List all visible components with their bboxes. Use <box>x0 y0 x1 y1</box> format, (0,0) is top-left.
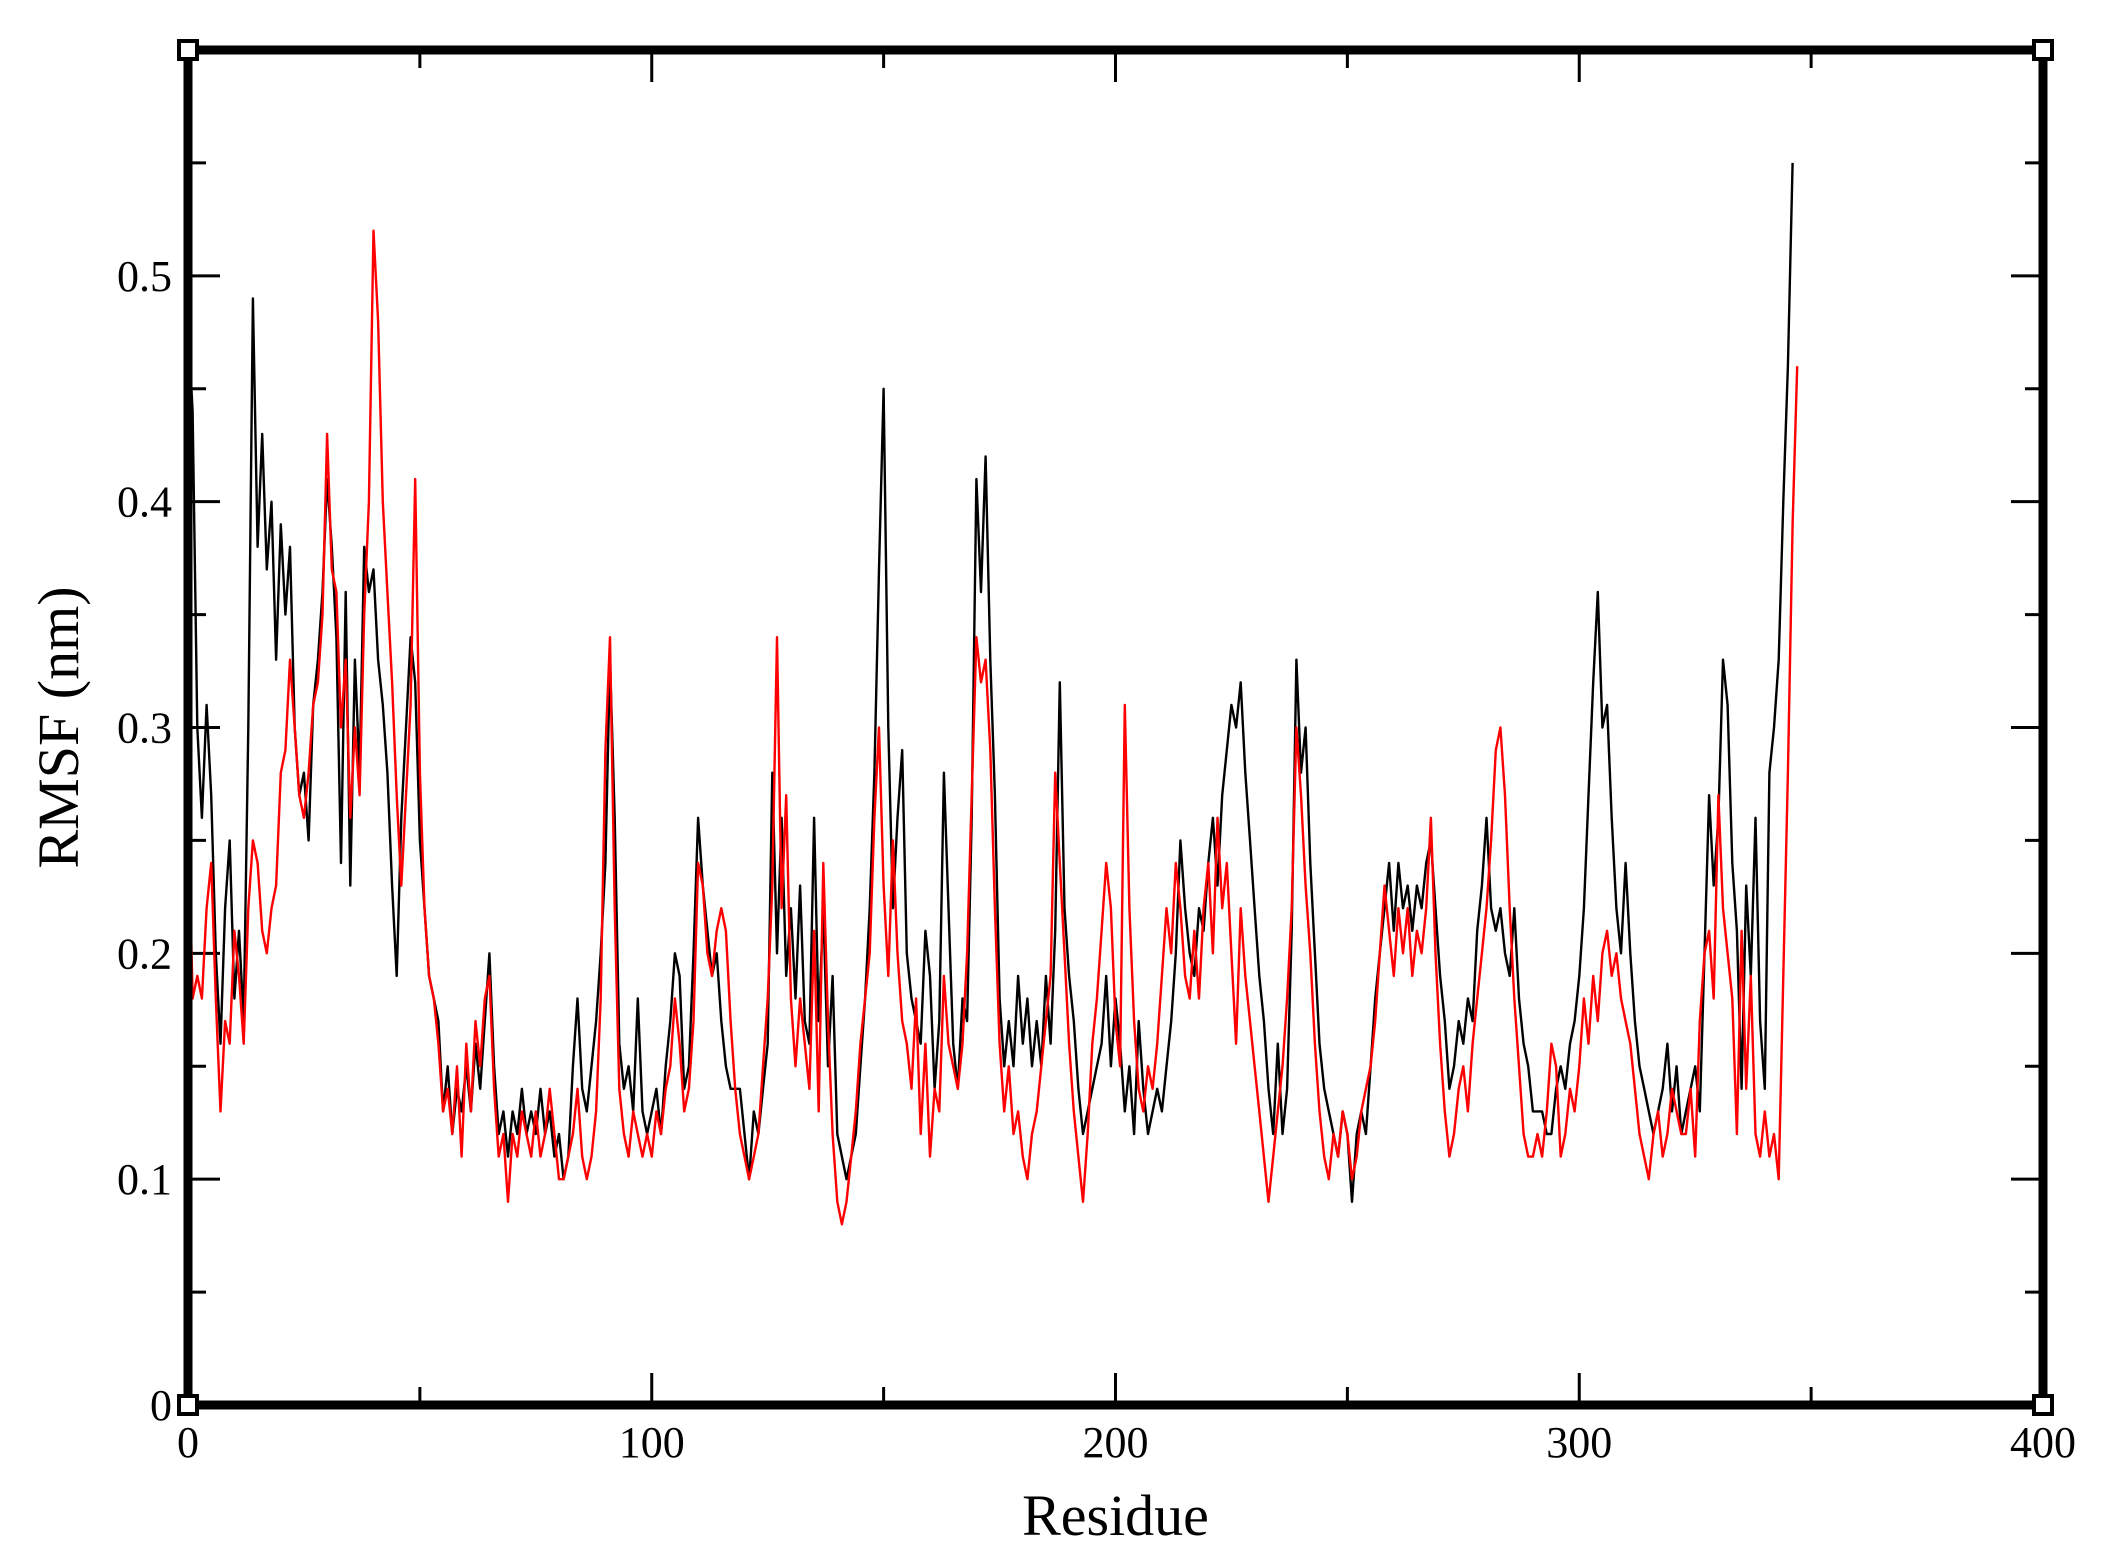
y-tick-label: 0 <box>150 1381 172 1430</box>
y-tick-label: 0.5 <box>117 252 172 301</box>
x-tick-label: 300 <box>1546 1418 1612 1467</box>
tick-labels: 0 100 200 300 400 0 0.1 0.2 0.3 0.4 0.5 <box>117 252 2076 1467</box>
y-tick-label: 0.4 <box>117 478 172 527</box>
x-tick-label: 100 <box>619 1418 685 1467</box>
x-tick-label: 0 <box>177 1418 199 1467</box>
series-line-2 <box>186 229 1799 1226</box>
series-layer <box>186 162 1799 1226</box>
y-axis-title: RMSF (nm) <box>26 586 91 868</box>
corner-markers <box>177 39 2054 1416</box>
corner-marker <box>177 39 199 61</box>
x-tick-label: 400 <box>2010 1418 2076 1467</box>
x-tick-label: 200 <box>1083 1418 1149 1467</box>
x-axis-title: Residue <box>1022 1483 1209 1548</box>
corner-marker <box>2032 39 2054 61</box>
y-tick-label: 0.3 <box>117 704 172 753</box>
y-tick-label: 0.1 <box>117 1155 172 1204</box>
plot-frame <box>183 45 2048 1410</box>
corner-marker <box>2032 1394 2054 1416</box>
corner-marker <box>177 1394 199 1416</box>
y-tick-label: 0.2 <box>117 929 172 978</box>
